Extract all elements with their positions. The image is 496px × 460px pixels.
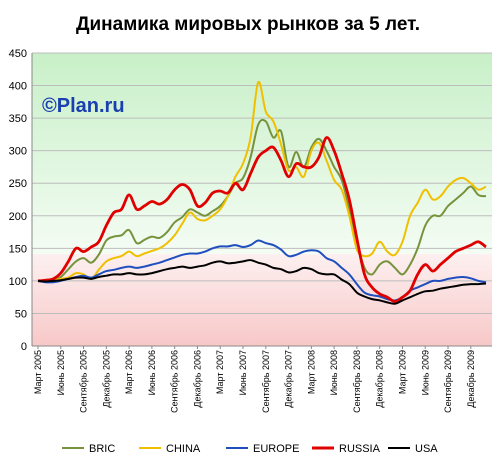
x-tick-label: Июнь 2008 [329, 350, 339, 395]
x-tick-label: Сентябрь 2006 [170, 350, 180, 413]
x-tick-label: Июнь 2007 [238, 350, 248, 395]
x-tick-label: Сентябрь 2008 [352, 350, 362, 413]
y-tick-label: 300 [9, 146, 27, 158]
legend-label-usa: USA [415, 443, 438, 455]
y-tick-label: 150 [9, 243, 27, 255]
x-tick-label: Декабрь 2006 [192, 350, 202, 408]
x-tick-label: Сентябрь 2007 [261, 350, 271, 413]
x-tick-label: Июнь 2005 [56, 350, 66, 395]
y-tick-label: 250 [9, 178, 27, 190]
x-tick-label: Июнь 2006 [147, 350, 157, 395]
x-tick-label: Сентябрь 2005 [79, 350, 89, 413]
series-lines [37, 81, 487, 305]
x-tick-label: Июнь 2009 [420, 350, 430, 395]
y-axis-ticks: 0 50 100 150 200 250 300 350 400 450 [9, 48, 27, 353]
watermark: ©Plan.ru [42, 95, 125, 117]
legend-label-russia: RUSSIA [339, 443, 381, 455]
x-tick-label: Декабрь 2005 [101, 350, 111, 408]
x-tick-label: Март 2005 [33, 350, 43, 394]
x-tick-label: Декабрь 2008 [375, 350, 385, 408]
y-tick-label: 50 [15, 308, 27, 320]
legend: BRIC CHINA EUROPE RUSSIA USA [62, 443, 438, 455]
x-tick-label: Март 2009 [397, 350, 407, 394]
legend-label-china: CHINA [166, 443, 201, 455]
gridlines [32, 52, 492, 314]
plot-area-lower [32, 254, 492, 346]
y-tick-label: 450 [9, 48, 27, 60]
x-tick-label: Март 2008 [306, 350, 316, 394]
legend-label-bric: BRIC [89, 443, 115, 455]
series-line-russia [37, 136, 487, 304]
x-axis-ticks: Март 2005 Июнь 2005 Сентябрь 2005 Декабрь 2… [33, 346, 476, 413]
x-tick-label: Декабрь 2007 [284, 350, 294, 408]
chart-title: Динамика мировых рынков за 5 лет. [76, 14, 420, 35]
y-tick-label: 100 [9, 276, 27, 288]
y-tick-label: 350 [9, 113, 27, 125]
x-tick-label: Сентябрь 2009 [443, 350, 453, 413]
series-line-usa [37, 259, 487, 305]
series-line-bric [37, 118, 487, 282]
y-tick-label: 200 [9, 211, 27, 223]
y-tick-label: 400 [9, 81, 27, 93]
x-tick-label: Декабрь 2009 [466, 350, 476, 408]
y-tick-label: 0 [21, 341, 27, 353]
legend-label-europe: EUROPE [253, 443, 299, 455]
x-tick-label: Март 2007 [215, 350, 225, 394]
x-tick-label: Март 2006 [124, 350, 134, 394]
series-line-china [37, 81, 487, 282]
